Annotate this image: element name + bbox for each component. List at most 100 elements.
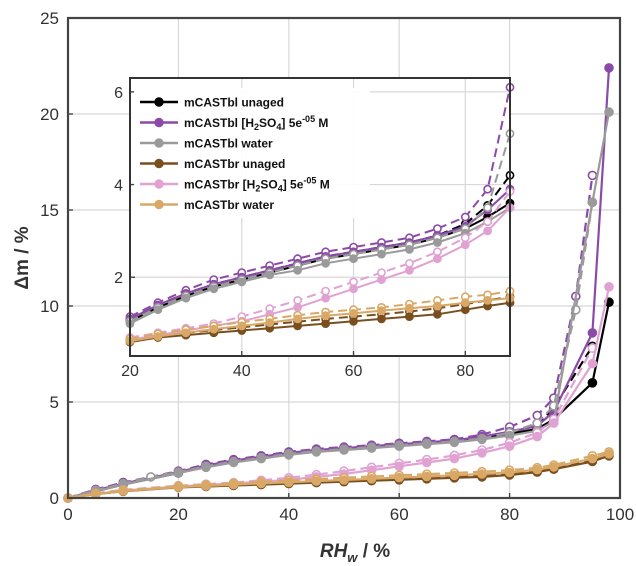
series-line <box>129 87 511 318</box>
y-tick-label: 10 <box>40 297 59 316</box>
data-point <box>349 308 358 318</box>
data-point <box>377 268 386 277</box>
legend-entry: mCASTbl unaged <box>140 96 284 110</box>
data-point <box>404 265 414 275</box>
data-point <box>587 453 598 464</box>
data-point <box>460 212 470 222</box>
data-point <box>477 469 487 479</box>
x-tick-label: 60 <box>345 363 363 380</box>
legend-entry: mCASTbr unaged <box>140 157 285 171</box>
x-tick-label: 60 <box>390 505 409 524</box>
series-solid <box>63 448 614 503</box>
data-point <box>377 275 386 284</box>
data-point <box>173 468 184 478</box>
data-point <box>587 170 598 181</box>
data-point <box>237 321 247 331</box>
x-tick-label: 0 <box>63 505 72 524</box>
y-tick-label: 0 <box>50 489 59 508</box>
data-point <box>90 489 101 499</box>
data-point <box>293 321 302 331</box>
inset-plot-frame <box>129 77 511 357</box>
legend-box <box>134 88 370 218</box>
data-point <box>604 281 614 292</box>
data-point <box>604 63 614 73</box>
data-point <box>483 203 492 213</box>
data-point <box>209 324 219 334</box>
main-x-tick-labels: 0 20 40 60 80 100 <box>63 505 634 524</box>
data-point <box>237 277 247 287</box>
data-point <box>339 445 349 455</box>
legend-entry: mCASTbr water <box>140 198 274 212</box>
data-point <box>432 254 442 264</box>
inset-legend: mCASTbl unaged mCASTbl [H2SO4] 5e-05 M mCA… <box>134 88 370 218</box>
y-tick-label: 20 <box>40 105 59 124</box>
legend-label: mCASTbl [H2SO4] 5e-05 M <box>184 114 328 132</box>
main-series <box>63 63 614 503</box>
data-point <box>404 312 414 321</box>
data-point <box>173 482 184 492</box>
legend-marker <box>154 117 164 128</box>
data-point <box>228 479 239 490</box>
data-point <box>532 431 543 442</box>
x-tick-label: 20 <box>121 363 139 380</box>
legend-entry: mCASTbl water <box>140 137 273 151</box>
data-point <box>256 453 267 464</box>
data-point <box>477 434 487 445</box>
data-point <box>587 328 598 338</box>
data-point <box>256 478 267 489</box>
data-point <box>483 226 492 236</box>
y-tick-label: 6 <box>114 85 123 102</box>
data-point <box>432 309 442 319</box>
data-point <box>460 233 470 243</box>
data-point <box>587 377 598 388</box>
legend-entry: mCASTbr [H2SO4] 5e-05 M <box>140 176 330 194</box>
data-point <box>404 303 414 313</box>
inset-series <box>125 82 515 347</box>
data-point <box>483 295 492 305</box>
data-point <box>321 319 330 328</box>
data-point <box>532 410 543 421</box>
data-point <box>404 244 414 254</box>
series-solid <box>125 203 515 328</box>
data-point <box>293 314 302 324</box>
data-point <box>321 311 330 321</box>
main-y-tick-labels: 0 5 10 15 20 25 <box>40 9 59 508</box>
x-tick-label: 40 <box>233 363 251 380</box>
main-plot-frame <box>66 16 622 500</box>
data-point <box>153 305 163 315</box>
data-point <box>339 475 349 485</box>
data-point <box>321 293 330 303</box>
data-point <box>377 306 386 315</box>
data-point <box>394 461 405 472</box>
data-point <box>548 462 559 472</box>
legend-marker <box>154 179 164 189</box>
y-tick-label: 15 <box>40 201 59 220</box>
data-point <box>377 314 386 324</box>
x-tick-label: 80 <box>500 505 519 524</box>
data-point <box>349 254 358 264</box>
data-point <box>432 238 442 247</box>
data-point <box>532 464 543 475</box>
legend-marker <box>154 199 164 210</box>
data-point <box>349 316 358 326</box>
data-point <box>321 258 330 268</box>
data-point <box>321 286 330 296</box>
data-point <box>483 184 492 194</box>
data-point <box>366 473 377 484</box>
data-point <box>504 467 515 478</box>
series-line <box>129 133 511 323</box>
data-point <box>377 249 386 259</box>
data-point <box>460 305 470 315</box>
x-tick-label: 80 <box>456 363 474 380</box>
y-tick-label: 5 <box>50 393 59 412</box>
y-tick-label: 25 <box>40 9 59 28</box>
data-point <box>394 441 405 452</box>
legend-label: mCASTbl unaged <box>184 96 284 110</box>
y-tick-label: 2 <box>114 270 123 287</box>
x-tick-label: 100 <box>606 505 634 524</box>
legend-marker <box>154 97 164 107</box>
data-point <box>349 284 358 294</box>
data-point <box>460 298 470 308</box>
data-point <box>293 295 302 305</box>
data-point <box>432 301 442 311</box>
